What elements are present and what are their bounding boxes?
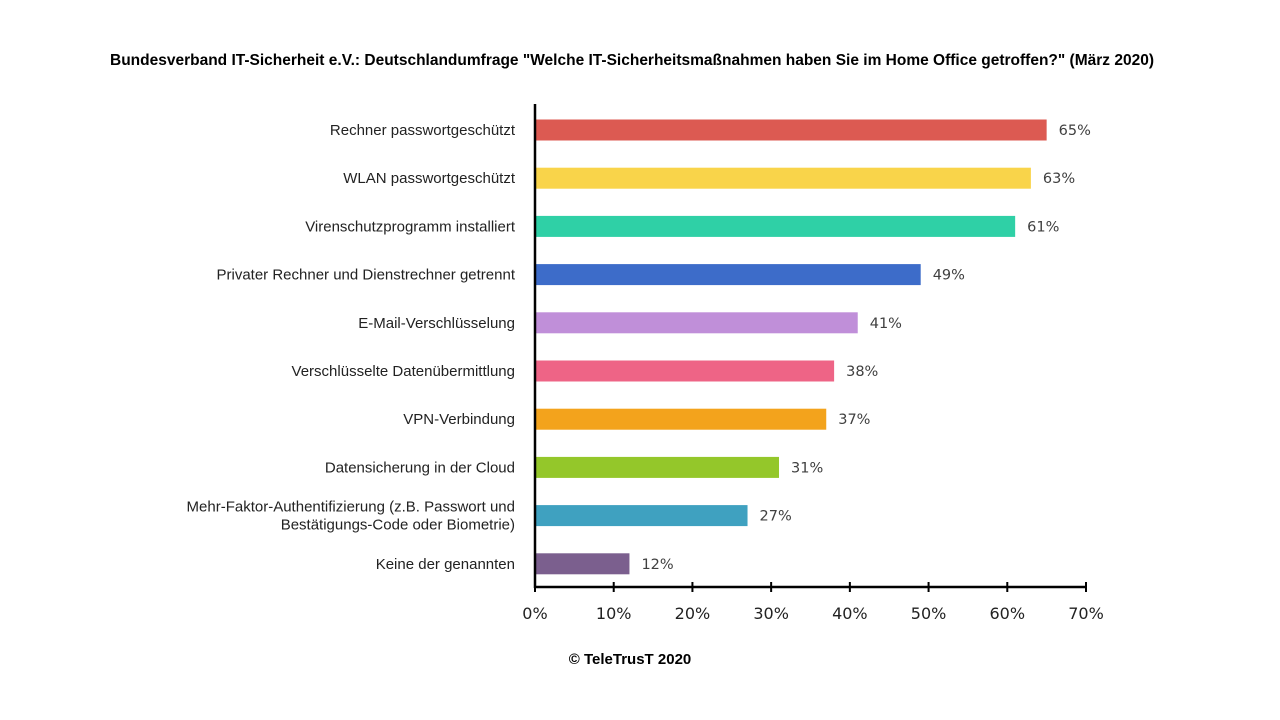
bar <box>535 456 780 478</box>
category-label: Virenschutzprogramm installiert <box>305 218 516 235</box>
x-tick-label: 0% <box>522 604 547 623</box>
bar <box>535 505 748 527</box>
bar <box>535 553 630 575</box>
bar <box>535 360 835 382</box>
category-label: Rechner passwortgeschützt <box>330 122 516 139</box>
data-label: 37% <box>838 412 870 428</box>
x-tick-label: 70% <box>1068 604 1104 623</box>
bar <box>535 408 827 430</box>
category-label: Mehr-Faktor-Authentifizierung (z.B. Pass… <box>187 499 515 516</box>
x-tick-label: 60% <box>990 604 1026 623</box>
category-label: Verschlüsselte Datenübermittlung <box>292 363 515 380</box>
category-label: E-Mail-Verschlüsselung <box>358 315 515 332</box>
data-label: 61% <box>1027 219 1059 235</box>
x-tick-label: 40% <box>832 604 868 623</box>
category-label: Keine der genannten <box>376 556 515 573</box>
bar <box>535 215 1016 237</box>
copyright-notice: © TeleTrusT 2020 <box>568 651 692 668</box>
data-label: 27% <box>760 509 792 525</box>
data-label: 31% <box>791 460 823 476</box>
data-label: 65% <box>1059 123 1091 139</box>
x-tick-label: 30% <box>753 604 789 623</box>
category-label: Datensicherung in der Cloud <box>325 459 515 476</box>
category-label: WLAN passwortgeschützt <box>343 170 516 187</box>
x-tick-label: 20% <box>675 604 711 623</box>
bar <box>535 119 1047 141</box>
category-label: Privater Rechner und Dienstrechner getre… <box>217 267 516 284</box>
bar <box>535 264 921 286</box>
bar <box>535 167 1031 189</box>
data-label: 63% <box>1043 171 1075 187</box>
data-label: 38% <box>846 364 878 380</box>
data-label: 41% <box>870 316 902 332</box>
chart-title: Bundesverband IT-Sicherheit e.V.: Deutsc… <box>110 52 1154 69</box>
category-label: Bestätigungs-Code oder Biometrie) <box>281 517 515 534</box>
x-tick-label: 10% <box>596 604 632 623</box>
category-label: VPN-Verbindung <box>403 411 515 428</box>
data-label: 12% <box>641 557 673 573</box>
bar <box>535 312 858 334</box>
x-tick-label: 50% <box>911 604 947 623</box>
data-label: 49% <box>933 268 965 284</box>
